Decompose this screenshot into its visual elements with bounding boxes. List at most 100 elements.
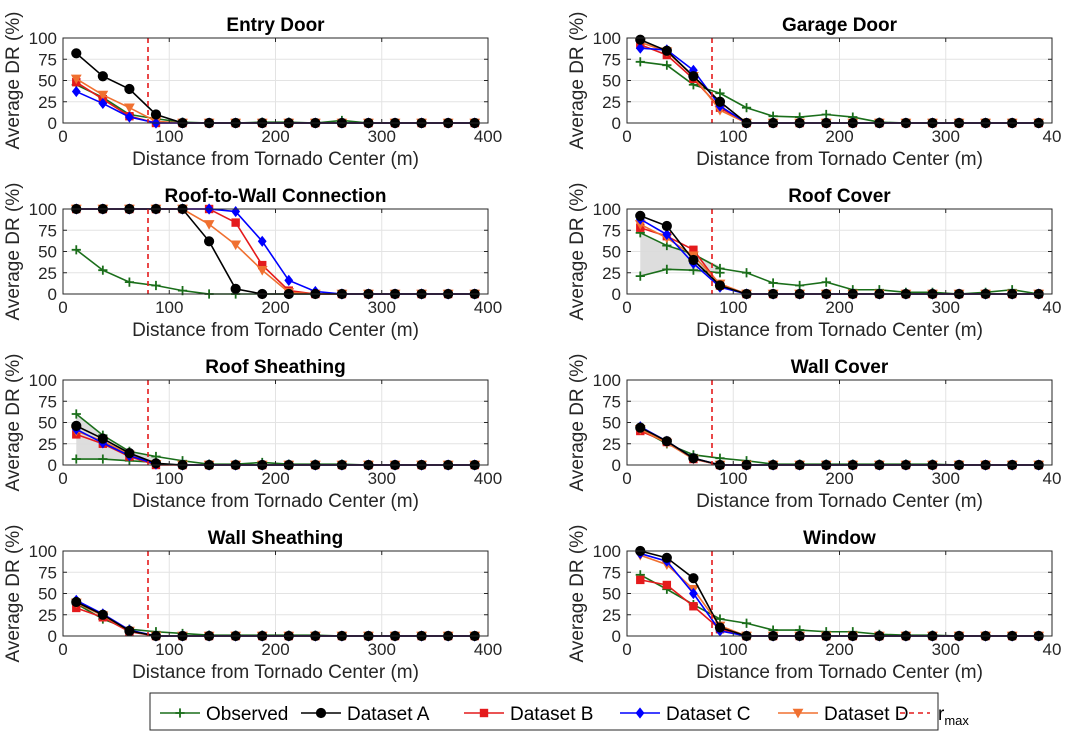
data-point-dataset-c xyxy=(662,228,672,241)
x-tick-label: 100 xyxy=(719,127,747,146)
y-tick-label: 0 xyxy=(612,627,621,646)
y-tick-label: 100 xyxy=(29,542,57,561)
x-tick-label: 0 xyxy=(58,469,67,488)
data-point-observed xyxy=(741,268,752,278)
y-tick-label: 50 xyxy=(602,585,621,604)
y-tick-label: 0 xyxy=(612,456,621,475)
legend-label: Dataset B xyxy=(510,704,593,725)
data-point-dataset-b xyxy=(689,602,698,611)
y-tick-label: 100 xyxy=(593,29,621,48)
y-tick-label: 100 xyxy=(29,29,57,48)
y-tick-label: 0 xyxy=(48,114,57,133)
x-tick-label: 0 xyxy=(58,298,67,317)
x-tick-label: 400 xyxy=(474,298,502,317)
x-tick-label: 100 xyxy=(719,298,747,317)
data-point-observed xyxy=(71,409,81,419)
x-axis-label: Distance from Tornado Center (m) xyxy=(696,320,983,341)
data-point-dataset-a xyxy=(71,596,82,608)
x-tick-label: 200 xyxy=(261,298,289,317)
y-tick-label: 100 xyxy=(593,542,621,561)
data-point-dataset-a xyxy=(661,220,672,232)
y-tick-label: 25 xyxy=(602,264,621,283)
data-point-dataset-a xyxy=(150,109,162,120)
x-tick-label: 300 xyxy=(932,640,960,659)
y-tick-label: 50 xyxy=(38,414,57,433)
x-tick-label: 300 xyxy=(368,298,396,317)
x-tick-label: 200 xyxy=(825,469,853,488)
x-tick-label: 40 xyxy=(1043,127,1062,146)
y-tick-label: 25 xyxy=(38,93,57,112)
x-tick-label: 300 xyxy=(932,469,960,488)
y-tick-label: 75 xyxy=(38,221,57,240)
data-point-observed xyxy=(821,277,831,287)
legend-item-dataset_b: Dataset B xyxy=(464,704,593,725)
data-point-dataset-a xyxy=(71,48,82,59)
y-tick-label: 50 xyxy=(38,243,57,262)
y-tick-label: 25 xyxy=(38,435,57,454)
y-tick-label: 0 xyxy=(48,627,57,646)
legend-item-dataset_a: Dataset A xyxy=(301,704,430,725)
x-axis-label: Distance from Tornado Center (m) xyxy=(696,662,983,683)
data-point-observed-lower xyxy=(635,271,645,281)
legend-marker xyxy=(315,707,327,719)
data-point-dataset-b xyxy=(231,218,240,227)
panel-title: Wall Cover xyxy=(791,357,889,378)
y-tick-label: 0 xyxy=(612,285,621,304)
y-tick-label: 75 xyxy=(38,563,57,582)
panel-title: Window xyxy=(803,528,876,549)
data-point-dataset-a xyxy=(714,280,726,291)
data-point-dataset-a xyxy=(688,71,699,82)
data-point-dataset-a xyxy=(97,71,108,82)
legend-marker xyxy=(635,707,645,719)
data-point-dataset-a xyxy=(688,254,699,266)
x-tick-label: 400 xyxy=(474,469,502,488)
panel-title: Roof Cover xyxy=(788,186,891,207)
x-tick-label: 300 xyxy=(932,127,960,146)
y-tick-label: 50 xyxy=(602,72,621,91)
data-point-observed xyxy=(98,265,108,275)
panel-title: Garage Door xyxy=(782,15,898,36)
panel-title: Wall Sheathing xyxy=(208,528,343,549)
x-tick-label: 0 xyxy=(622,127,631,146)
x-tick-label: 300 xyxy=(368,127,396,146)
data-point-dataset-c xyxy=(257,235,267,247)
data-point-dataset-d xyxy=(256,266,268,276)
y-tick-label: 0 xyxy=(612,114,621,133)
legend-label: rmax xyxy=(938,704,969,728)
data-point-dataset-a xyxy=(635,422,646,433)
y-tick-label: 75 xyxy=(602,563,621,582)
y-tick-label: 50 xyxy=(38,585,57,604)
y-tick-label: 0 xyxy=(48,456,57,475)
data-point-dataset-a xyxy=(714,96,726,107)
y-axis-label: Average DR (%) xyxy=(567,12,588,150)
data-point-dataset-a xyxy=(688,453,699,464)
legend-marker xyxy=(479,708,489,718)
data-point-dataset-a xyxy=(203,236,215,247)
x-tick-label: 100 xyxy=(155,469,183,488)
data-point-dataset-a xyxy=(230,283,241,294)
x-tick-label: 0 xyxy=(622,469,631,488)
legend-item-dataset_c: Dataset C xyxy=(620,704,750,725)
data-point-observed-lower xyxy=(98,454,108,464)
series-line-observed-lower xyxy=(76,458,157,464)
data-point-dataset-a xyxy=(124,625,135,637)
x-tick-label: 0 xyxy=(58,127,67,146)
legend-label: Dataset C xyxy=(666,704,750,725)
data-point-observed xyxy=(741,618,752,628)
data-point-dataset-d xyxy=(97,90,109,101)
data-point-dataset-c xyxy=(98,97,108,110)
y-tick-label: 25 xyxy=(38,606,57,625)
y-axis-label: Average DR (%) xyxy=(3,183,24,321)
legend-box xyxy=(149,692,939,731)
data-point-dataset-d xyxy=(124,103,135,114)
y-tick-label: 75 xyxy=(38,392,57,411)
data-point-dataset-b xyxy=(636,575,645,585)
y-tick-label: 50 xyxy=(38,72,57,91)
legend-item-observed: Observed xyxy=(160,704,288,725)
data-point-dataset-c xyxy=(125,111,134,123)
y-axis-label: Average DR (%) xyxy=(3,525,24,663)
data-point-dataset-b xyxy=(689,245,698,254)
x-tick-label: 200 xyxy=(261,640,289,659)
